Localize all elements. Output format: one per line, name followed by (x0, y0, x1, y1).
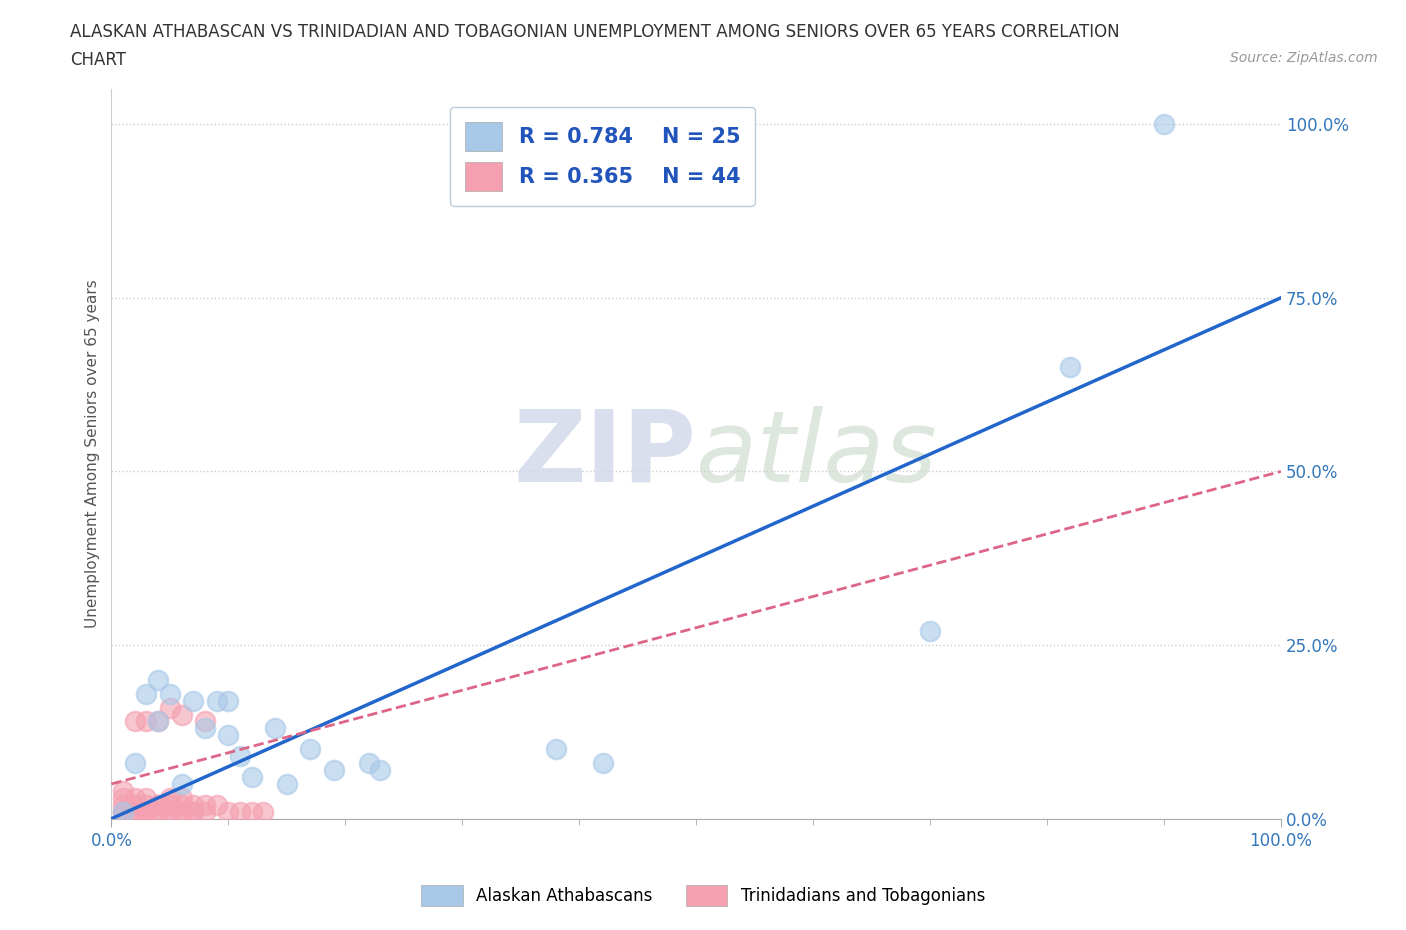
Point (112, 797, 135, 812)
Text: atlas: atlas (696, 405, 938, 502)
Point (170, 707, 193, 722)
Point (148, 714, 170, 729)
Point (159, 804, 181, 819)
Point (194, 804, 217, 819)
Point (112, 790, 135, 805)
Point (299, 742, 322, 757)
Point (544, 742, 567, 757)
Point (148, 804, 170, 819)
Point (112, 783, 135, 798)
Point (276, 777, 298, 791)
Point (217, 693, 239, 708)
Point (159, 804, 181, 819)
Point (170, 777, 193, 791)
Point (181, 797, 204, 812)
Point (264, 721, 287, 736)
Text: CHART: CHART (70, 51, 127, 69)
Point (370, 763, 392, 777)
Point (217, 804, 239, 819)
Point (170, 797, 193, 812)
Point (205, 693, 228, 708)
Point (170, 804, 193, 819)
Point (124, 804, 146, 819)
Point (135, 804, 157, 819)
Point (170, 804, 193, 819)
Point (124, 804, 146, 819)
Point (148, 804, 170, 819)
Point (229, 804, 252, 819)
Point (181, 693, 204, 708)
Point (112, 804, 135, 819)
Text: ALASKAN ATHABASCAN VS TRINIDADIAN AND TOBAGONIAN UNEMPLOYMENT AMONG SENIORS OVER: ALASKAN ATHABASCAN VS TRINIDADIAN AND TO… (70, 23, 1121, 41)
Point (252, 804, 274, 819)
Point (159, 790, 181, 805)
Point (159, 797, 181, 812)
Legend: R = 0.784    N = 25, R = 0.365    N = 44: R = 0.784 N = 25, R = 0.365 N = 44 (450, 107, 755, 206)
Point (1059, 360, 1081, 375)
Point (920, 624, 942, 639)
Point (205, 797, 228, 812)
Point (148, 672, 170, 687)
Point (135, 797, 157, 812)
Point (135, 714, 157, 729)
Point (148, 797, 170, 812)
Point (148, 714, 170, 729)
Point (170, 790, 193, 805)
Point (112, 804, 135, 819)
Point (194, 714, 217, 729)
Text: Source: ZipAtlas.com: Source: ZipAtlas.com (1230, 51, 1378, 65)
Point (322, 763, 344, 777)
Point (592, 756, 614, 771)
Point (217, 728, 239, 743)
Point (194, 721, 217, 736)
Point (181, 804, 204, 819)
Point (159, 686, 181, 701)
Point (135, 804, 157, 819)
Point (159, 797, 181, 812)
Point (124, 790, 146, 805)
Point (124, 714, 146, 729)
Point (148, 797, 170, 812)
Point (181, 804, 204, 819)
Point (124, 756, 146, 771)
Point (135, 686, 157, 701)
Point (194, 797, 217, 812)
Point (240, 804, 263, 819)
Point (112, 804, 135, 819)
Point (357, 756, 380, 771)
Text: ZIP: ZIP (513, 405, 696, 502)
Point (135, 790, 157, 805)
Point (124, 797, 146, 812)
Point (124, 797, 146, 812)
Point (240, 770, 263, 785)
Y-axis label: Unemployment Among Seniors over 65 years: Unemployment Among Seniors over 65 years (86, 280, 100, 629)
Legend: Alaskan Athabascans, Trinidadians and Tobagonians: Alaskan Athabascans, Trinidadians and To… (415, 879, 991, 912)
Point (159, 700, 181, 715)
Point (135, 804, 157, 819)
Point (229, 749, 252, 764)
Point (1153, 116, 1175, 131)
